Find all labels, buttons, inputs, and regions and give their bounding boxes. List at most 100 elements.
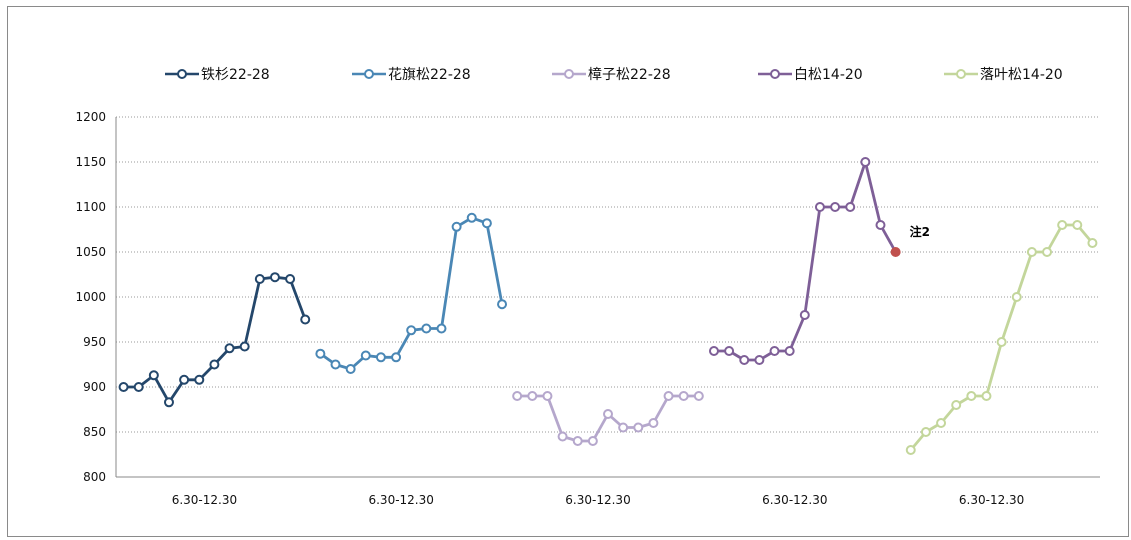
legend-item: 樟子松22-28 [552,66,671,83]
data-point [436,323,447,334]
data-point [542,391,553,401]
y-axis: 800 850 900 950 1000 1050 1100 1150 1200 [75,110,117,484]
data-point [254,274,265,284]
highlighted-point [890,247,901,257]
series-line [123,275,307,404]
data-point [466,212,477,223]
data-point [587,436,598,446]
legend-label: 落叶松14-20 [980,67,1063,83]
data-point [966,391,977,401]
data-point [391,352,402,363]
data-point [315,348,326,359]
data-point [209,359,220,370]
legend: 铁杉22-28 花旗松22-28 樟子松22-28 白松14-20 落叶松14-20 [165,66,1063,83]
legend-item: 花旗松22-28 [352,67,471,83]
data-point [663,391,674,401]
data-point [920,427,931,437]
data-point [194,374,205,385]
legend-swatch-marker [770,69,780,79]
y-tick-label: 1150 [75,155,106,169]
data-point [1057,220,1068,230]
data-point [497,299,508,310]
data-point [557,431,568,442]
data-point [678,391,689,401]
data-point [648,418,659,428]
y-tick-label: 1050 [75,245,106,259]
y-tick-label: 950 [83,335,106,349]
data-point [300,314,311,325]
data-point [814,202,825,212]
category-label: 6.30-12.30 [368,493,433,507]
data-point [345,364,356,374]
series-3 [512,391,704,446]
series-line [713,160,897,362]
series-1 [118,272,311,408]
data-point [618,422,629,433]
data-point [905,445,916,455]
series-line [319,216,504,371]
data-point [239,341,250,352]
gridlines [116,116,1100,478]
data-point [512,391,523,401]
y-tick-label: 1100 [75,200,106,214]
data-point [179,374,190,385]
legend-label: 铁杉22-28 [201,67,270,83]
data-point [224,343,235,354]
data-point [285,274,296,284]
data-point [1087,238,1098,248]
y-tick-label: 1000 [75,290,106,304]
series-5 [905,220,1098,455]
y-tick-label: 800 [83,470,106,484]
data-point [830,202,841,212]
data-point [981,391,992,401]
data-point [421,323,432,334]
legend-swatch-marker [564,69,574,79]
legend-item: 白松14-20 [758,67,863,83]
data-point [163,397,174,408]
data-point [708,346,719,356]
data-point [1026,247,1037,257]
data-point [799,310,810,320]
data-point [633,422,644,433]
legend-label: 花旗松22-28 [388,67,471,83]
category-label: 6.30-12.30 [172,493,237,507]
y-tick-label: 850 [83,425,106,439]
data-point [330,359,341,370]
legend-item: 铁杉22-28 [165,67,270,83]
data-point [996,337,1007,347]
data-point [451,221,462,232]
legend-label: 樟子松22-28 [588,66,671,83]
category-labels: 6.30-12.30 6.30-12.30 6.30-12.30 6.30-12.30… [172,493,1025,507]
data-point [951,400,962,410]
category-label: 6.30-12.30 [762,493,827,507]
data-point [375,352,386,363]
data-point [1011,292,1022,302]
series-group: 注2 [118,157,1098,455]
line-chart: 800 850 900 950 1000 1050 1100 1150 1200 铁杉22-28… [75,66,1100,507]
data-point [269,272,280,283]
legend-label: 白松14-20 [794,67,863,83]
data-point [845,202,856,212]
data-point [603,409,613,419]
category-label: 6.30-12.30 [959,493,1024,507]
legend-item: 落叶松14-20 [944,67,1063,83]
legend-swatch-marker [177,69,187,79]
data-point [860,157,871,167]
data-point [527,391,538,401]
series-2 [315,212,508,374]
data-point [693,391,704,401]
data-point [724,346,735,356]
legend-swatch-marker [364,69,374,79]
y-tick-label: 900 [83,380,106,394]
y-tick-label: 1200 [75,110,106,124]
chart-frame: 800 850 900 950 1000 1050 1100 1150 1200 铁杉22-28… [7,6,1129,537]
data-point [133,382,144,392]
data-point [406,325,417,336]
data-point [572,436,583,446]
data-point [148,370,159,381]
data-point [784,346,795,356]
data-point [1042,247,1053,257]
data-point [1072,220,1083,230]
legend-swatch-marker [956,69,966,79]
category-label: 6.30-12.30 [565,493,630,507]
